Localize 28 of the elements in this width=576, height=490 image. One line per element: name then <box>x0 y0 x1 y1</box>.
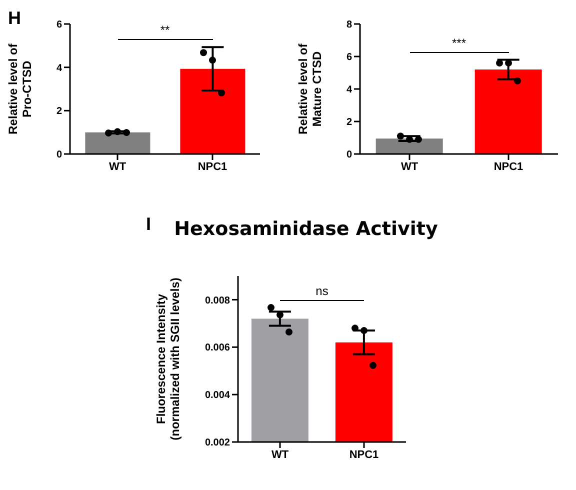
y-tick-label: 6 <box>346 52 352 64</box>
text: H <box>8 8 21 29</box>
y-axis-title: Relative level of Pro-CTSD <box>6 42 34 134</box>
x-tick-label: WT <box>108 160 126 173</box>
y-tick-label: 4 <box>56 62 62 74</box>
annotation: ns <box>314 284 330 298</box>
y-axis-title: Relative level of Mature CTSD <box>296 42 324 134</box>
y-tick-label: 4 <box>346 84 352 96</box>
y-tick-label: 0.002 <box>204 438 230 449</box>
y-tick-label: 8 <box>346 20 352 31</box>
x-tick-label: NPC1 <box>349 448 379 461</box>
chart-title: Hexosaminidase Activity <box>173 218 439 240</box>
x-tick-label: WT <box>400 160 418 173</box>
y-axis-title: Fluorescence Intensity (normalized with SGII levels) <box>154 278 182 440</box>
text: I <box>146 214 152 235</box>
annotation: ** <box>159 23 171 38</box>
y-tick-label: 2 <box>56 106 62 118</box>
y-tick-label: 2 <box>346 117 352 128</box>
y-tick-label: 0.006 <box>204 342 230 354</box>
y-tick-label: 0 <box>56 150 62 161</box>
y-tick-label: 0.008 <box>204 295 230 306</box>
y-tick-label: 0 <box>346 150 352 161</box>
x-tick-label: WT <box>271 448 289 461</box>
y-tick-label: 6 <box>56 20 62 31</box>
x-tick-label: NPC1 <box>198 160 228 173</box>
annotation: *** <box>450 36 467 50</box>
y-tick-label: 0.004 <box>204 390 230 402</box>
x-tick-label: NPC1 <box>494 160 524 173</box>
